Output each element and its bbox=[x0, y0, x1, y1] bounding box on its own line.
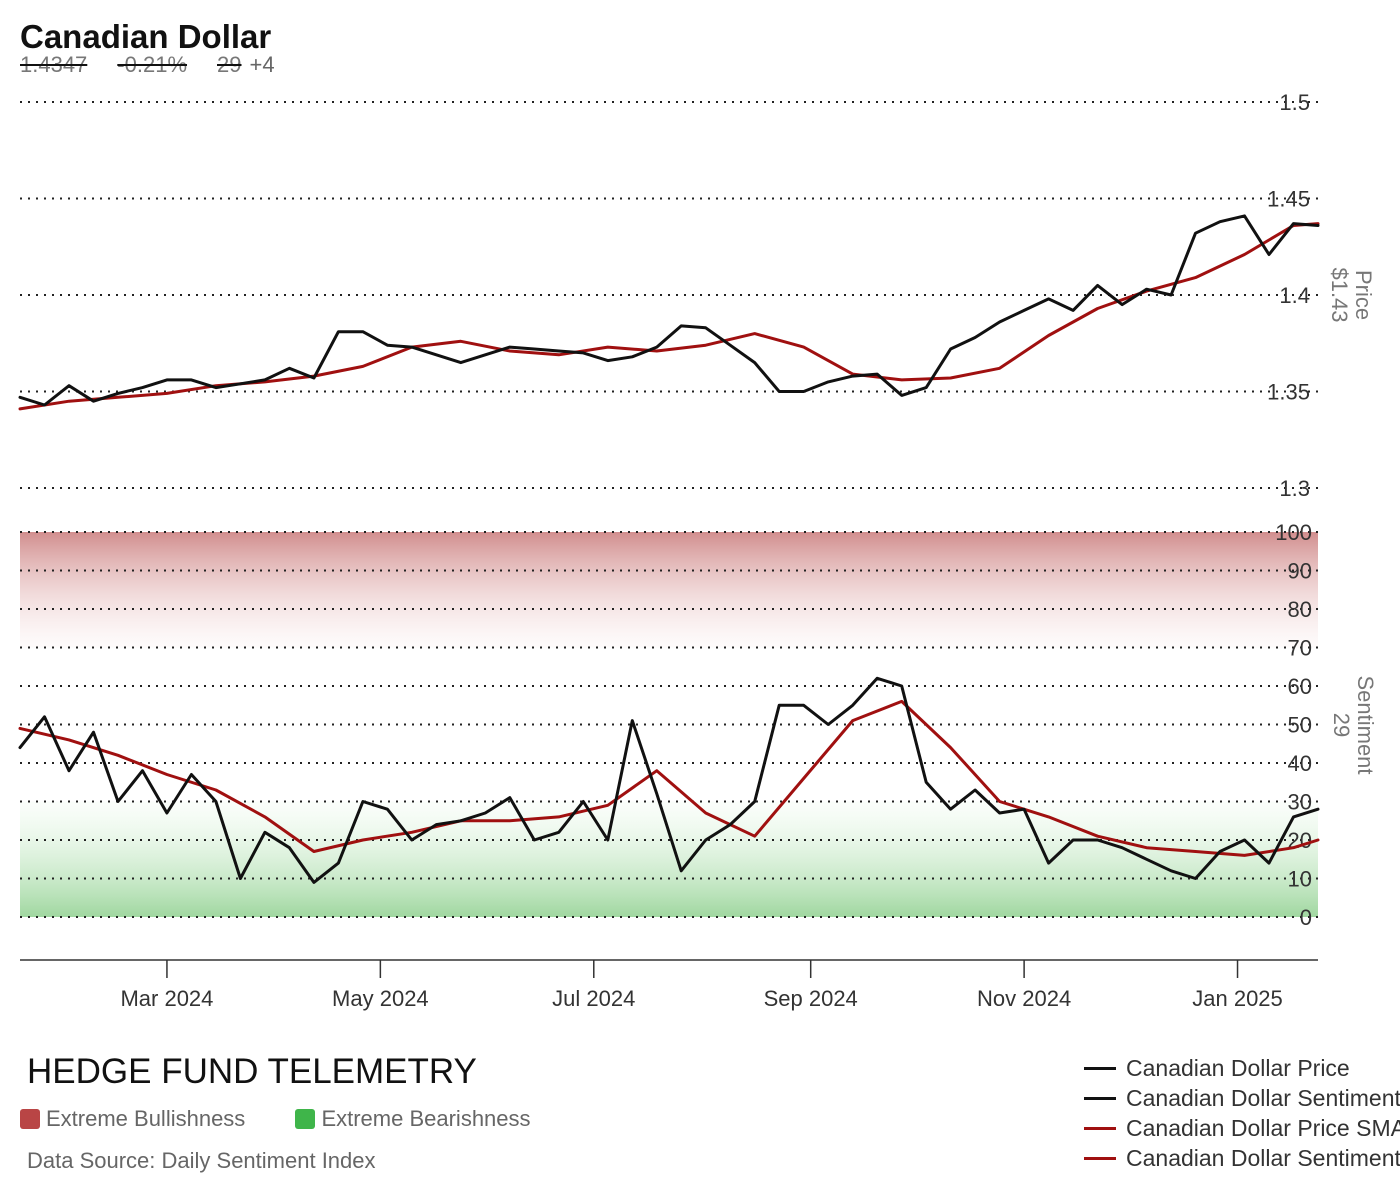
legend-item-price-sma[interactable]: Canadian Dollar Price SMA bbox=[1084, 1113, 1400, 1143]
current-price: 1.4347 bbox=[20, 52, 88, 77]
price-sma-line bbox=[18, 222, 1320, 411]
sentiment-axis-title-label: Sentiment bbox=[1353, 675, 1378, 774]
sentiment-tick-label: 90 bbox=[1288, 559, 1312, 584]
price-change: -0.21% bbox=[117, 52, 188, 77]
data-source: Data Source: Daily Sentiment Index bbox=[27, 1148, 376, 1173]
sentiment-tick-label: 80 bbox=[1288, 597, 1312, 622]
x-tick-label: Mar 2024 bbox=[120, 986, 213, 1011]
extreme-bearish-band bbox=[20, 801, 1318, 917]
price-axis-title: Price$1.43 bbox=[1327, 267, 1376, 322]
zone-legend-bullish: Extreme Bullishness bbox=[20, 1106, 245, 1132]
sentiment-line bbox=[18, 676, 1320, 884]
sentiment-axis-title-value: 29 bbox=[1329, 713, 1354, 737]
price-axis-title-value: $1.43 bbox=[1327, 267, 1352, 322]
sentiment-tick-label: 40 bbox=[1288, 751, 1312, 776]
sentiment-sma-line bbox=[18, 699, 1320, 857]
price-tick-label: 1.5 bbox=[1279, 90, 1310, 115]
extreme-bullish-band bbox=[20, 532, 1318, 648]
sentiment-change: +4 bbox=[249, 52, 275, 77]
sentiment-tick-label: 30 bbox=[1288, 790, 1312, 815]
current-sentiment: 29 bbox=[217, 52, 242, 77]
price-tick-label: 1.3 bbox=[1279, 476, 1310, 501]
x-tick-label: Sep 2024 bbox=[764, 986, 858, 1011]
legend-label: Canadian Dollar Price bbox=[1126, 1054, 1350, 1081]
price-tick-label: 1.4 bbox=[1279, 283, 1310, 308]
series-legend: Canadian Dollar Price Canadian Dollar Se… bbox=[1084, 1053, 1400, 1173]
x-tick-label: May 2024 bbox=[332, 986, 429, 1011]
legend-label: Canadian Dollar Sentiment bbox=[1126, 1084, 1400, 1111]
bearish-swatch bbox=[295, 1109, 316, 1129]
x-tick-label: Nov 2024 bbox=[977, 986, 1071, 1011]
zone-legend: Extreme Bullishness Extreme Bearishness bbox=[20, 1106, 575, 1135]
legend-label: Canadian Dollar Price SMA bbox=[1126, 1114, 1400, 1141]
header-stats: 1.4347 -0.21% 29 +4 bbox=[20, 52, 275, 78]
price-axis-title-label: Price bbox=[1351, 270, 1376, 320]
price-tick-label: 1.35 bbox=[1267, 380, 1310, 405]
price-tick-label: 1.45 bbox=[1267, 187, 1310, 212]
sentiment-tick-label: 10 bbox=[1288, 867, 1312, 892]
x-tick-label: Jul 2024 bbox=[552, 986, 635, 1011]
legend-label: Canadian Dollar Sentiment SMA bbox=[1126, 1144, 1400, 1171]
price-line bbox=[18, 214, 1320, 407]
bearish-label: Extreme Bearishness bbox=[321, 1106, 531, 1131]
bullish-swatch bbox=[20, 1109, 40, 1129]
legend-item-price[interactable]: Canadian Dollar Price bbox=[1084, 1053, 1400, 1083]
sentiment-tick-label: 100 bbox=[1275, 520, 1312, 545]
zone-legend-bearish: Extreme Bearishness bbox=[295, 1106, 531, 1132]
sentiment-tick-label: 0 bbox=[1300, 905, 1312, 930]
page-title: Canadian Dollar bbox=[20, 18, 272, 55]
x-tick-label: Jan 2025 bbox=[1192, 986, 1283, 1011]
bullish-label: Extreme Bullishness bbox=[46, 1106, 246, 1131]
brand-name: HEDGE FUND TELEMETRY bbox=[27, 1052, 477, 1091]
sentiment-tick-label: 50 bbox=[1288, 713, 1312, 738]
legend-item-sentiment[interactable]: Canadian Dollar Sentiment bbox=[1084, 1083, 1400, 1113]
legend-item-sentiment-sma[interactable]: Canadian Dollar Sentiment SMA bbox=[1084, 1143, 1400, 1173]
sentiment-tick-label: 60 bbox=[1288, 674, 1312, 699]
sentiment-tick-label: 70 bbox=[1288, 636, 1312, 661]
